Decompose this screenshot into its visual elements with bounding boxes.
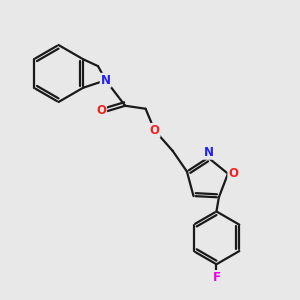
Text: N: N [101, 74, 111, 87]
Text: O: O [150, 124, 160, 137]
Text: N: N [204, 146, 214, 159]
Text: F: F [212, 271, 220, 284]
Text: O: O [228, 167, 238, 180]
Text: O: O [96, 104, 106, 117]
